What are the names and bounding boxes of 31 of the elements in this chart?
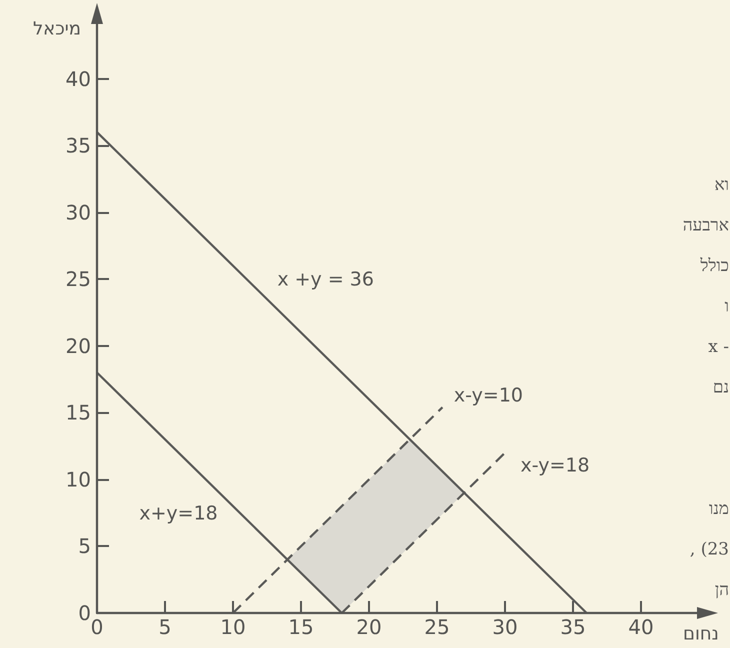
series-label: x-y=10: [454, 384, 523, 406]
text: נם: [712, 378, 729, 398]
y-tick-label: 25: [66, 267, 91, 292]
annotation: כולל: [699, 256, 729, 276]
x-tick-label: 25: [424, 615, 450, 639]
x-tick-label: 20: [356, 615, 382, 639]
annotation: ארבעה: [682, 216, 729, 236]
x-tick-label: 10: [220, 615, 246, 639]
annotation: , (23: [690, 540, 729, 560]
text: מנו: [709, 499, 729, 519]
x-tick-label: 40: [628, 615, 654, 639]
x-tick-label: 35: [560, 615, 586, 639]
series-label: x-y=18: [520, 454, 590, 477]
x-tick-label: 5: [158, 615, 172, 639]
x-tick-label: 30: [492, 615, 518, 639]
y-tick-label: 10: [66, 467, 91, 492]
series-label: x+y=18: [139, 502, 218, 525]
y-tick-label: 5: [78, 534, 91, 558]
series-label: x +y = 36: [277, 268, 374, 291]
y-tick-label: 20: [66, 334, 91, 358]
x-axis-title: נחום: [683, 624, 719, 644]
annotation: x -: [708, 337, 729, 357]
text: וא: [714, 175, 729, 195]
x-tick-label: 15: [288, 615, 314, 639]
y-tick-label: 30: [66, 200, 91, 224]
y-tick-label: 40: [66, 66, 91, 91]
y-tick-label: 15: [66, 400, 91, 425]
y-axis-title: מיכאל: [32, 18, 81, 40]
text: ו: [724, 296, 729, 316]
y-tick-label: 35: [66, 134, 91, 158]
text: הן: [714, 580, 729, 600]
